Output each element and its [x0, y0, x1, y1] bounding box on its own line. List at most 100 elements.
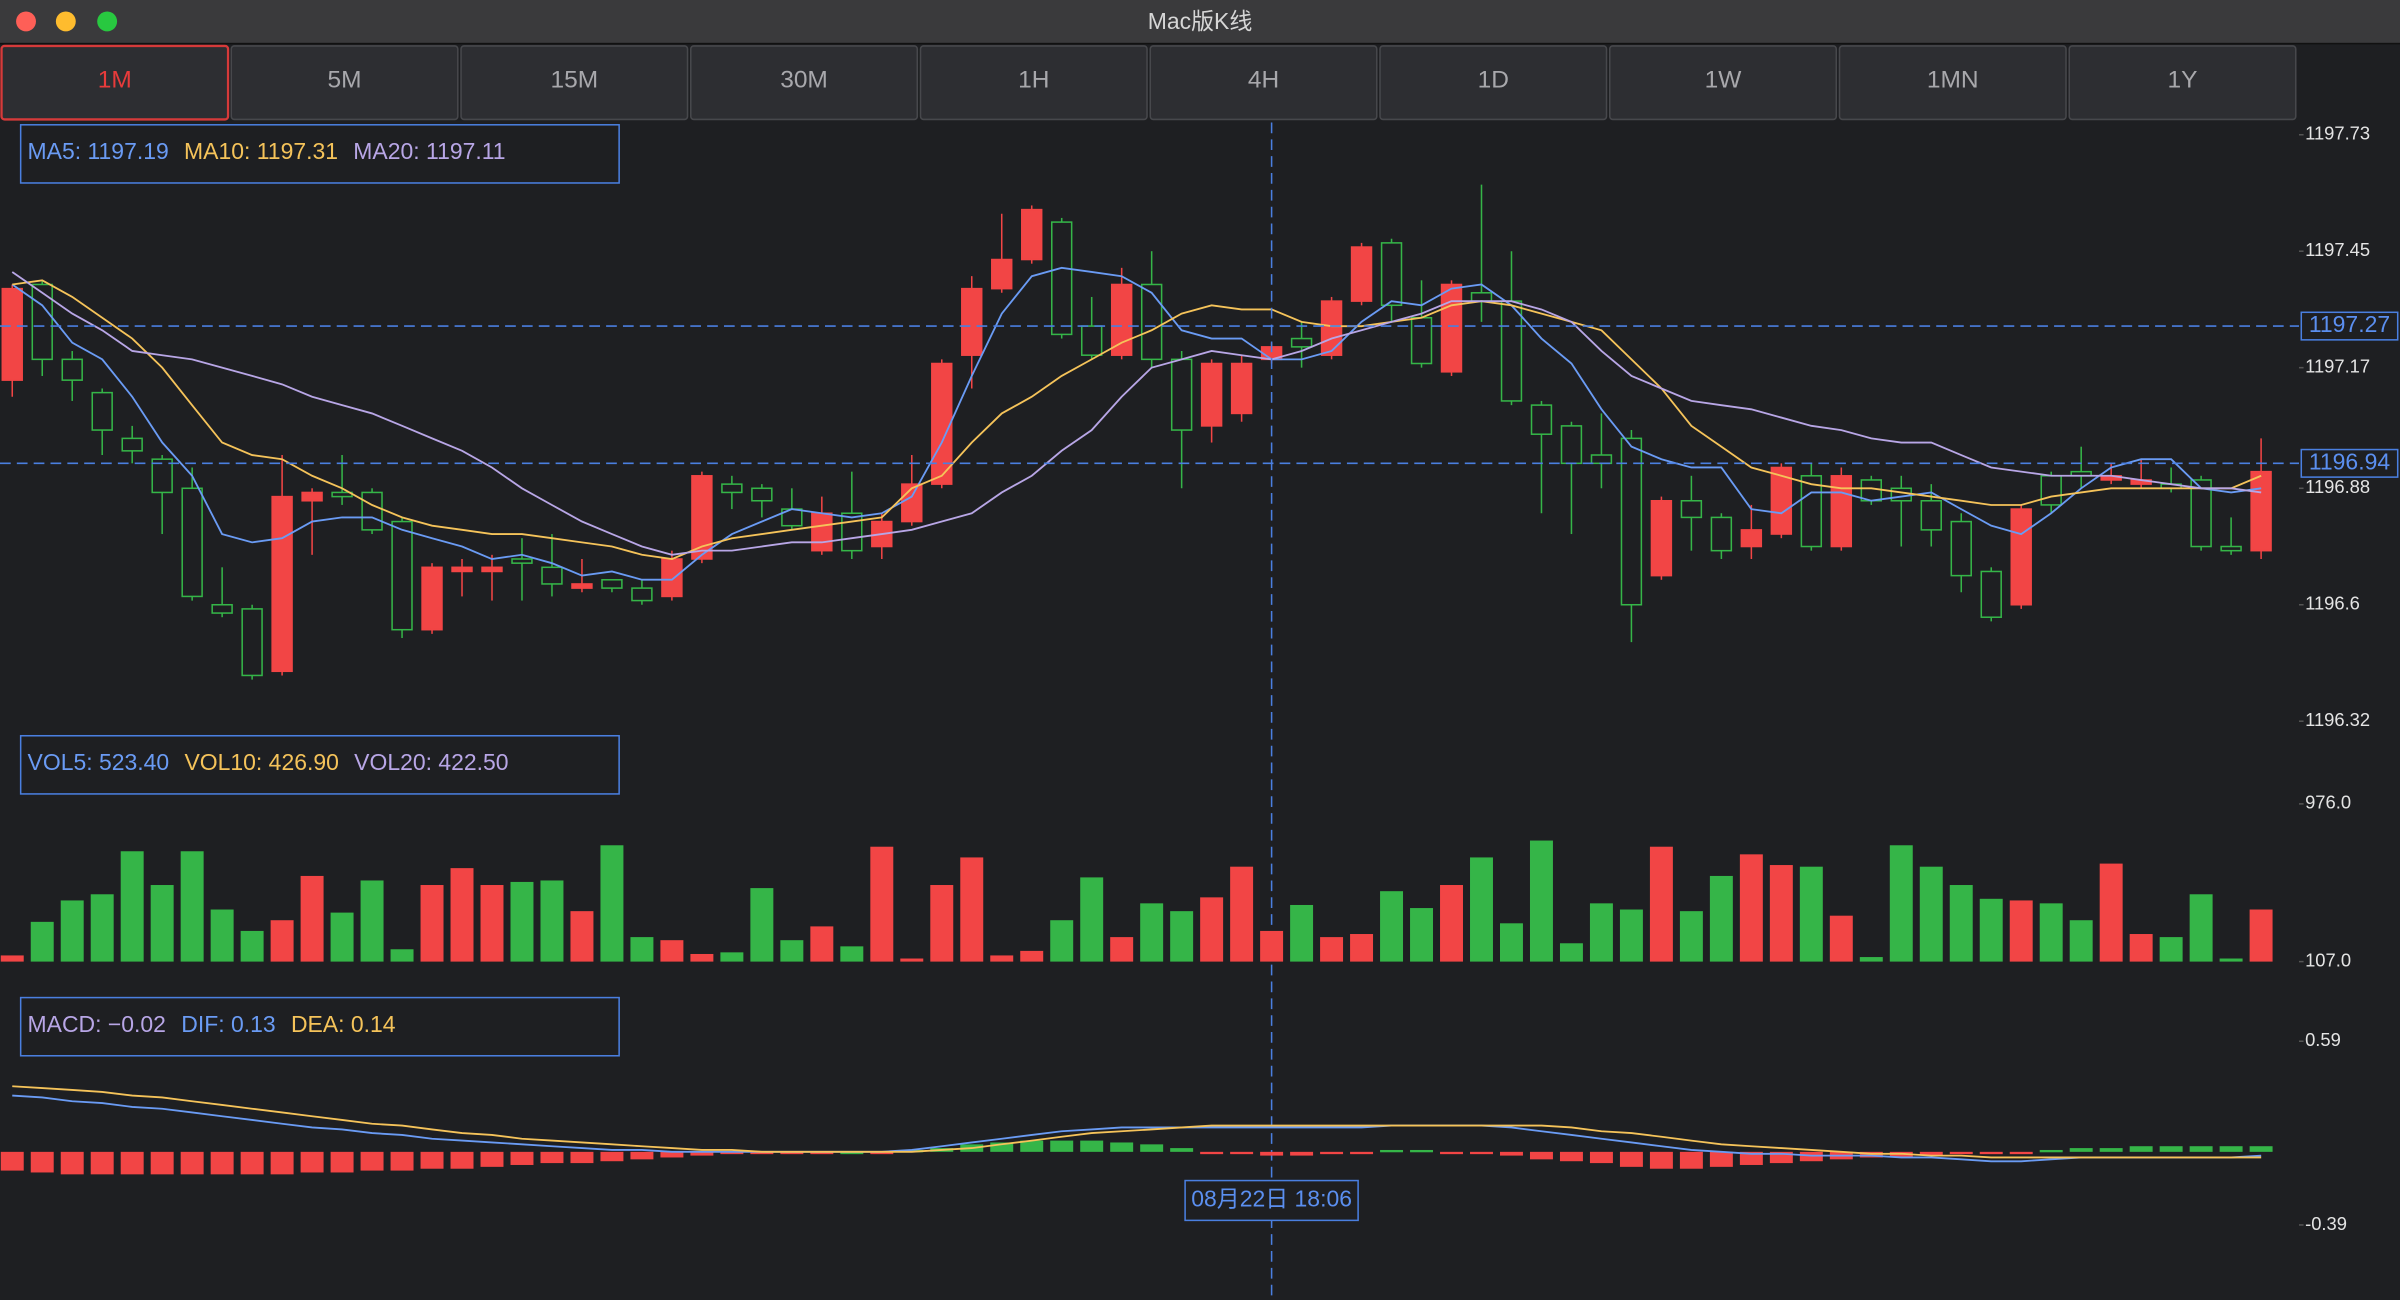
candle-body: [1170, 358, 1193, 431]
period-tab-label[interactable]: 1M: [98, 67, 132, 94]
crosshair-horizontal-label-box: [2300, 311, 2399, 341]
volume-bar: [2069, 920, 2093, 962]
macd-legend-box: [19, 996, 620, 1057]
volume-bar: [690, 953, 714, 962]
volume-bar: [1410, 908, 1434, 962]
macd-bar: [210, 1151, 234, 1175]
macd-bar: [2129, 1146, 2153, 1152]
period-tab[interactable]: [1838, 45, 2067, 121]
indicator-line: [11, 266, 2262, 581]
minimize-button[interactable]: [55, 11, 76, 32]
legend-item: VOL20: 422.50: [354, 749, 508, 775]
volume-bar: [810, 926, 834, 962]
macd-bar: [1649, 1151, 1673, 1169]
legend-item: MA20: 1197.11: [353, 138, 505, 164]
candle-body: [1050, 221, 1073, 336]
macd-bar: [1799, 1151, 1823, 1162]
period-tab[interactable]: [919, 45, 1148, 121]
candle-body: [2040, 475, 2062, 506]
candle-body: [1770, 466, 1793, 535]
crosshair-time-box: [1184, 1179, 1359, 1222]
macd-bar: [1380, 1149, 1404, 1153]
macd-bar: [1140, 1144, 1164, 1152]
period-tab[interactable]: [460, 45, 689, 121]
macd-bar: [2069, 1148, 2093, 1152]
volume-bar: [1380, 891, 1404, 962]
y-tick-label: -0.39: [2305, 1213, 2347, 1234]
macd-bar: [420, 1151, 444, 1169]
candle-body: [121, 437, 143, 452]
candle-body: [991, 258, 1013, 290]
macd-bar: [510, 1151, 534, 1165]
volume-bar: [1020, 950, 1044, 962]
volume-bar: [660, 940, 684, 962]
macd-bar: [1200, 1151, 1224, 1155]
candle-body: [211, 603, 233, 614]
period-tab-label[interactable]: 1Y: [2168, 67, 2198, 94]
candle-body: [1920, 499, 1942, 531]
volume-bar: [390, 949, 414, 962]
macd-bar: [240, 1151, 264, 1175]
volume-bar: [1080, 877, 1104, 962]
y-tick-label: 1197.73: [2305, 123, 2370, 144]
period-tab[interactable]: [2068, 45, 2297, 121]
period-tab-label[interactable]: 5M: [328, 67, 362, 94]
volume-bar: [60, 900, 84, 962]
period-tab[interactable]: [1379, 45, 1608, 121]
macd-bar: [810, 1151, 834, 1155]
candle-body: [361, 491, 383, 531]
zoom-button[interactable]: [97, 11, 118, 32]
legend-item: DEA: 0.14: [291, 1011, 396, 1037]
volume-bar: [900, 958, 924, 962]
volume-bar: [1260, 930, 1284, 962]
period-tab[interactable]: [230, 45, 459, 121]
indicator-line: [12, 1094, 2262, 1163]
volume-bar: [270, 920, 294, 962]
legend-item: MA10: 1197.31: [184, 138, 338, 164]
candle-body: [451, 566, 473, 573]
candle-body: [601, 579, 623, 589]
period-tab-label[interactable]: 1MN: [1927, 67, 1979, 94]
volume-bar: [630, 937, 654, 962]
period-tab-label[interactable]: 15M: [550, 67, 598, 94]
period-tab[interactable]: [0, 44, 230, 121]
candle-body: [511, 558, 533, 564]
close-button[interactable]: [16, 11, 36, 32]
candle-body: [1140, 283, 1163, 361]
macd-bar: [540, 1151, 564, 1164]
macd-bar: [1290, 1151, 1314, 1156]
candle-body: [2220, 545, 2242, 552]
macd-bar: [90, 1151, 114, 1175]
legend-item: MA5: 1197.19: [28, 138, 169, 164]
volume-bar: [990, 955, 1014, 962]
volume-bar: [1589, 903, 1613, 962]
period-tab-label[interactable]: 4H: [1248, 67, 1279, 94]
period-tab[interactable]: [689, 45, 919, 121]
macd-bar: [2009, 1151, 2033, 1155]
period-tab-label[interactable]: 1D: [1478, 67, 1509, 94]
macd-bar: [1589, 1151, 1613, 1164]
candle-body: [391, 520, 413, 631]
period-tab[interactable]: [1608, 45, 1838, 121]
macd-bar: [2189, 1146, 2213, 1152]
macd-bar: [2099, 1148, 2123, 1152]
period-tab-label[interactable]: 30M: [780, 67, 828, 94]
candle-body: [751, 487, 773, 502]
volume-bar: [2129, 934, 2153, 962]
candle-body: [1980, 570, 2002, 618]
volume-bar: [1050, 920, 1074, 962]
macd-bar: [1739, 1151, 1763, 1165]
volume-bar: [1769, 865, 1793, 962]
window-title: Mac版K线: [1148, 8, 1253, 34]
period-tab[interactable]: [1149, 45, 1378, 121]
volume-bar: [1799, 866, 1823, 962]
macd-bar: [1020, 1140, 1044, 1152]
period-tab-label[interactable]: 1W: [1705, 67, 1743, 94]
volume-bar: [210, 909, 234, 962]
legend-item: MACD: −0.02: [28, 1011, 166, 1037]
volume-bar: [2009, 900, 2033, 962]
period-tab-label[interactable]: 1H: [1018, 67, 1049, 94]
candle-body: [811, 512, 833, 552]
volume-bar: [870, 846, 894, 962]
candle-body: [241, 608, 263, 677]
